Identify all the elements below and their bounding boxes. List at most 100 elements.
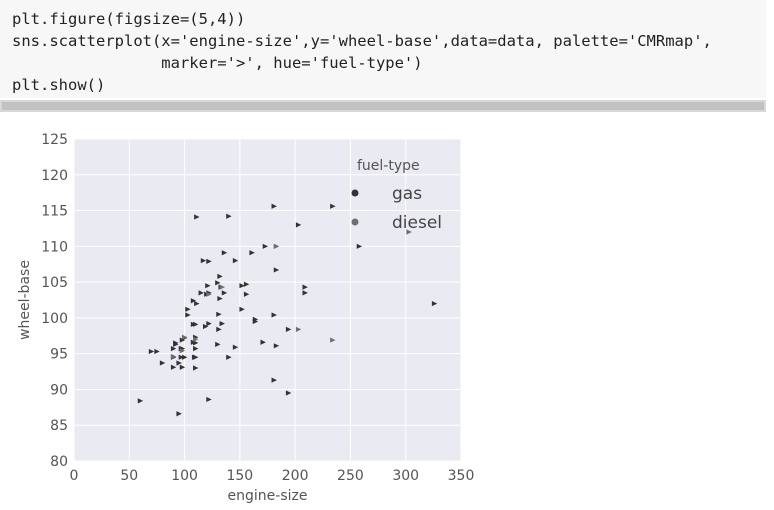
y-tick-label: 90 <box>50 382 68 398</box>
horizontal-scrollbar[interactable] <box>0 100 766 112</box>
data-point-gas <box>271 377 277 383</box>
data-point-gas <box>193 321 199 327</box>
data-point-gas <box>193 365 199 371</box>
data-point-gas <box>176 360 182 366</box>
x-tick-label: 200 <box>282 468 309 484</box>
data-point-gas <box>206 258 212 264</box>
code-line-2: sns.scatterplot(x='engine-size',y='wheel… <box>12 32 712 50</box>
data-point-gas <box>285 390 292 396</box>
data-point-gas <box>154 348 160 355</box>
x-tick-label: 50 <box>120 468 138 484</box>
data-point-gas <box>226 354 232 360</box>
data-point-gas <box>249 250 255 256</box>
data-point-gas <box>193 340 199 346</box>
data-point-gas <box>198 290 204 296</box>
legend-title: fuel-type <box>357 158 420 174</box>
data-point-diesel <box>170 353 177 360</box>
data-point-gas <box>217 273 223 279</box>
data-point-gas <box>179 364 186 370</box>
data-point-gas <box>206 396 212 403</box>
data-point-gas <box>159 360 166 366</box>
data-point-gas <box>243 291 250 297</box>
data-point-gas <box>221 250 228 256</box>
code-line-4: plt.show() <box>12 76 106 94</box>
data-point-diesel <box>206 291 212 297</box>
data-point-gas <box>193 346 199 352</box>
data-point-diesel <box>406 229 412 235</box>
data-point-gas <box>356 243 363 249</box>
data-point-gas <box>226 213 232 219</box>
data-point-gas <box>221 290 228 296</box>
y-tick-label: 125 <box>41 132 68 148</box>
y-tick-label: 110 <box>41 239 68 255</box>
y-tick-label: 80 <box>50 454 68 470</box>
data-point-gas <box>185 312 191 318</box>
data-point-gas <box>330 203 336 209</box>
x-axis-label: engine-size <box>228 488 308 504</box>
plot-background <box>74 139 461 461</box>
output-plot: 0 50 100 150 200 250 300 350 80 85 90 95 100 105 110 1… <box>0 120 480 510</box>
scatter-chart: 0 50 100 150 200 250 300 350 80 85 90 95 100 105 110 1… <box>17 132 475 504</box>
y-tick-label: 100 <box>41 311 68 327</box>
x-tick-label: 250 <box>337 468 364 484</box>
data-point-gas <box>252 316 259 322</box>
data-point-gas <box>178 354 185 360</box>
data-point-diesel <box>181 334 188 340</box>
data-point-gas <box>219 321 225 327</box>
data-point-diesel <box>330 337 336 343</box>
y-tick-label: 95 <box>50 347 68 363</box>
legend-label-diesel: diesel <box>392 213 442 233</box>
data-point-gas <box>202 323 209 330</box>
data-point-gas <box>216 326 222 332</box>
data-point-gas <box>215 280 221 286</box>
x-tick-label: 150 <box>226 468 253 484</box>
data-point-gas <box>200 258 207 264</box>
data-point-gas <box>239 306 245 312</box>
data-point-gas <box>260 339 266 345</box>
data-point-gas <box>205 283 211 289</box>
data-points <box>137 203 438 417</box>
legend-marker-gas <box>351 189 359 197</box>
data-point-gas <box>194 214 200 220</box>
data-point-gas <box>273 267 280 273</box>
data-point-gas <box>271 203 277 209</box>
y-tick-label: 105 <box>41 275 68 291</box>
data-point-gas <box>285 326 292 332</box>
data-point-gas <box>137 398 144 404</box>
x-tick-labels: 0 50 100 150 200 250 300 350 <box>70 468 475 484</box>
data-point-diesel <box>193 336 199 342</box>
scrollbar-thumb[interactable] <box>2 102 764 110</box>
data-point-gas <box>243 281 250 287</box>
data-point-gas <box>431 300 438 307</box>
legend-marker-diesel <box>351 218 359 226</box>
data-point-gas <box>181 354 188 360</box>
x-tick-label: 350 <box>448 468 475 484</box>
data-point-diesel <box>273 243 280 249</box>
x-tick-label: 300 <box>392 468 419 484</box>
data-point-diesel <box>219 284 225 290</box>
data-point-gas <box>185 306 191 312</box>
data-point-gas <box>215 341 221 347</box>
data-point-gas <box>148 348 155 355</box>
code-line-1: plt.figure(figsize=(5,4)) <box>12 10 246 28</box>
data-point-gas <box>232 344 239 350</box>
legend: fuel-type gas diesel <box>351 158 442 233</box>
data-point-gas <box>170 364 177 370</box>
y-tick-label: 120 <box>41 168 68 184</box>
y-tick-labels: 80 85 90 95 100 105 110 115 120 125 <box>41 132 68 470</box>
data-point-gas <box>170 346 177 352</box>
data-point-gas <box>302 290 308 296</box>
data-point-gas <box>190 298 197 304</box>
data-point-gas <box>216 311 222 317</box>
y-tick-label: 115 <box>41 204 68 220</box>
data-point-diesel <box>295 326 302 332</box>
legend-label-gas: gas <box>392 184 422 204</box>
y-axis-label: wheel-base <box>17 260 33 340</box>
data-point-gas <box>176 411 182 417</box>
data-point-diesel <box>179 348 186 354</box>
data-point-gas <box>193 354 199 360</box>
code-cell[interactable]: plt.figure(figsize=(5,4)) sns.scatterplo… <box>0 0 766 98</box>
data-point-gas <box>295 222 302 228</box>
x-tick-label: 0 <box>70 468 79 484</box>
data-point-gas <box>273 343 280 349</box>
